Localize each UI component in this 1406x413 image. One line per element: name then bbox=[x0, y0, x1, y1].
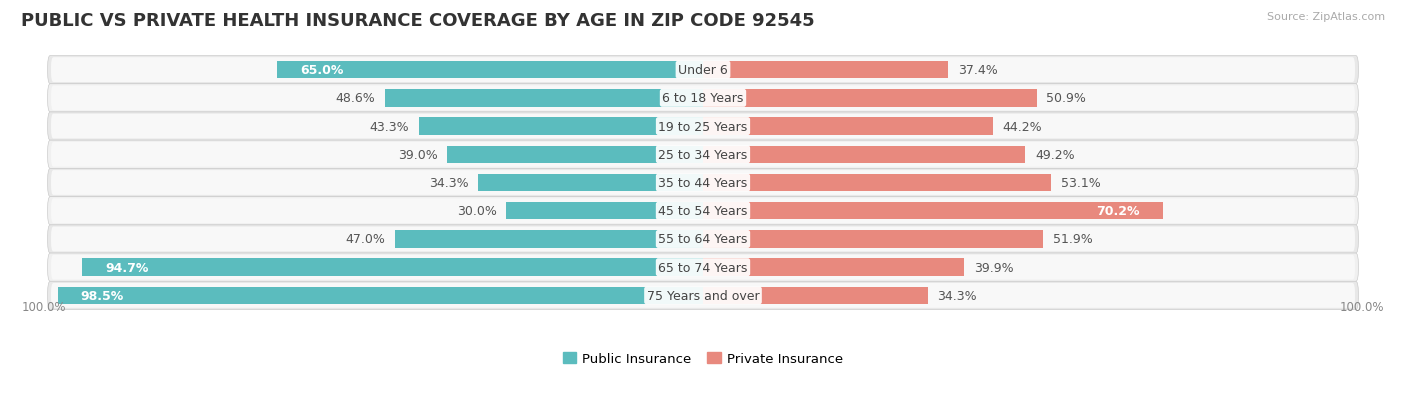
Legend: Public Insurance, Private Insurance: Public Insurance, Private Insurance bbox=[562, 352, 844, 365]
Text: 70.2%: 70.2% bbox=[1097, 205, 1140, 218]
Text: 34.3%: 34.3% bbox=[938, 289, 977, 302]
Text: 34.3%: 34.3% bbox=[429, 177, 468, 190]
FancyBboxPatch shape bbox=[48, 254, 1358, 282]
Text: 51.9%: 51.9% bbox=[1053, 233, 1092, 246]
Bar bbox=[277, 62, 703, 79]
Text: 37.4%: 37.4% bbox=[957, 64, 998, 77]
Bar bbox=[395, 230, 703, 248]
Bar bbox=[703, 287, 928, 304]
FancyBboxPatch shape bbox=[51, 171, 1355, 195]
Bar bbox=[506, 202, 703, 220]
Bar bbox=[703, 146, 1025, 164]
Text: 75 Years and over: 75 Years and over bbox=[647, 289, 759, 302]
Bar bbox=[703, 62, 948, 79]
Bar bbox=[58, 287, 703, 304]
Text: 98.5%: 98.5% bbox=[80, 289, 124, 302]
Text: 19 to 25 Years: 19 to 25 Years bbox=[658, 120, 748, 133]
FancyBboxPatch shape bbox=[48, 197, 1358, 225]
Text: 65.0%: 65.0% bbox=[299, 64, 343, 77]
FancyBboxPatch shape bbox=[51, 255, 1355, 280]
Text: 49.2%: 49.2% bbox=[1035, 148, 1074, 161]
Bar bbox=[447, 146, 703, 164]
Text: 47.0%: 47.0% bbox=[346, 233, 385, 246]
FancyBboxPatch shape bbox=[51, 58, 1355, 83]
Text: PUBLIC VS PRIVATE HEALTH INSURANCE COVERAGE BY AGE IN ZIP CODE 92545: PUBLIC VS PRIVATE HEALTH INSURANCE COVER… bbox=[21, 12, 814, 30]
Bar bbox=[703, 230, 1043, 248]
FancyBboxPatch shape bbox=[48, 113, 1358, 141]
Text: 43.3%: 43.3% bbox=[370, 120, 409, 133]
Bar bbox=[83, 259, 703, 276]
Text: 94.7%: 94.7% bbox=[105, 261, 149, 274]
Text: Source: ZipAtlas.com: Source: ZipAtlas.com bbox=[1267, 12, 1385, 22]
Text: 25 to 34 Years: 25 to 34 Years bbox=[658, 148, 748, 161]
FancyBboxPatch shape bbox=[48, 225, 1358, 254]
Text: 45 to 54 Years: 45 to 54 Years bbox=[658, 205, 748, 218]
FancyBboxPatch shape bbox=[51, 227, 1355, 252]
FancyBboxPatch shape bbox=[51, 283, 1355, 308]
FancyBboxPatch shape bbox=[51, 142, 1355, 167]
FancyBboxPatch shape bbox=[51, 86, 1355, 111]
Bar bbox=[703, 259, 965, 276]
FancyBboxPatch shape bbox=[48, 85, 1358, 113]
FancyBboxPatch shape bbox=[48, 141, 1358, 169]
Bar bbox=[703, 118, 993, 135]
Text: 39.0%: 39.0% bbox=[398, 148, 437, 161]
FancyBboxPatch shape bbox=[48, 282, 1358, 310]
Bar bbox=[703, 174, 1050, 192]
Bar bbox=[419, 118, 703, 135]
Text: 39.9%: 39.9% bbox=[974, 261, 1014, 274]
Text: 48.6%: 48.6% bbox=[335, 92, 375, 105]
Bar bbox=[703, 202, 1163, 220]
Text: Under 6: Under 6 bbox=[678, 64, 728, 77]
Text: 6 to 18 Years: 6 to 18 Years bbox=[662, 92, 744, 105]
FancyBboxPatch shape bbox=[51, 199, 1355, 223]
Text: 44.2%: 44.2% bbox=[1002, 120, 1042, 133]
Text: 53.1%: 53.1% bbox=[1060, 177, 1101, 190]
Text: 35 to 44 Years: 35 to 44 Years bbox=[658, 177, 748, 190]
Text: 55 to 64 Years: 55 to 64 Years bbox=[658, 233, 748, 246]
Bar bbox=[385, 90, 703, 107]
FancyBboxPatch shape bbox=[51, 114, 1355, 139]
Text: 100.0%: 100.0% bbox=[1340, 300, 1385, 313]
Bar bbox=[703, 90, 1036, 107]
Text: 30.0%: 30.0% bbox=[457, 205, 496, 218]
Text: 50.9%: 50.9% bbox=[1046, 92, 1087, 105]
Text: 100.0%: 100.0% bbox=[21, 300, 66, 313]
FancyBboxPatch shape bbox=[48, 56, 1358, 85]
Text: 65 to 74 Years: 65 to 74 Years bbox=[658, 261, 748, 274]
FancyBboxPatch shape bbox=[48, 169, 1358, 197]
Bar bbox=[478, 174, 703, 192]
